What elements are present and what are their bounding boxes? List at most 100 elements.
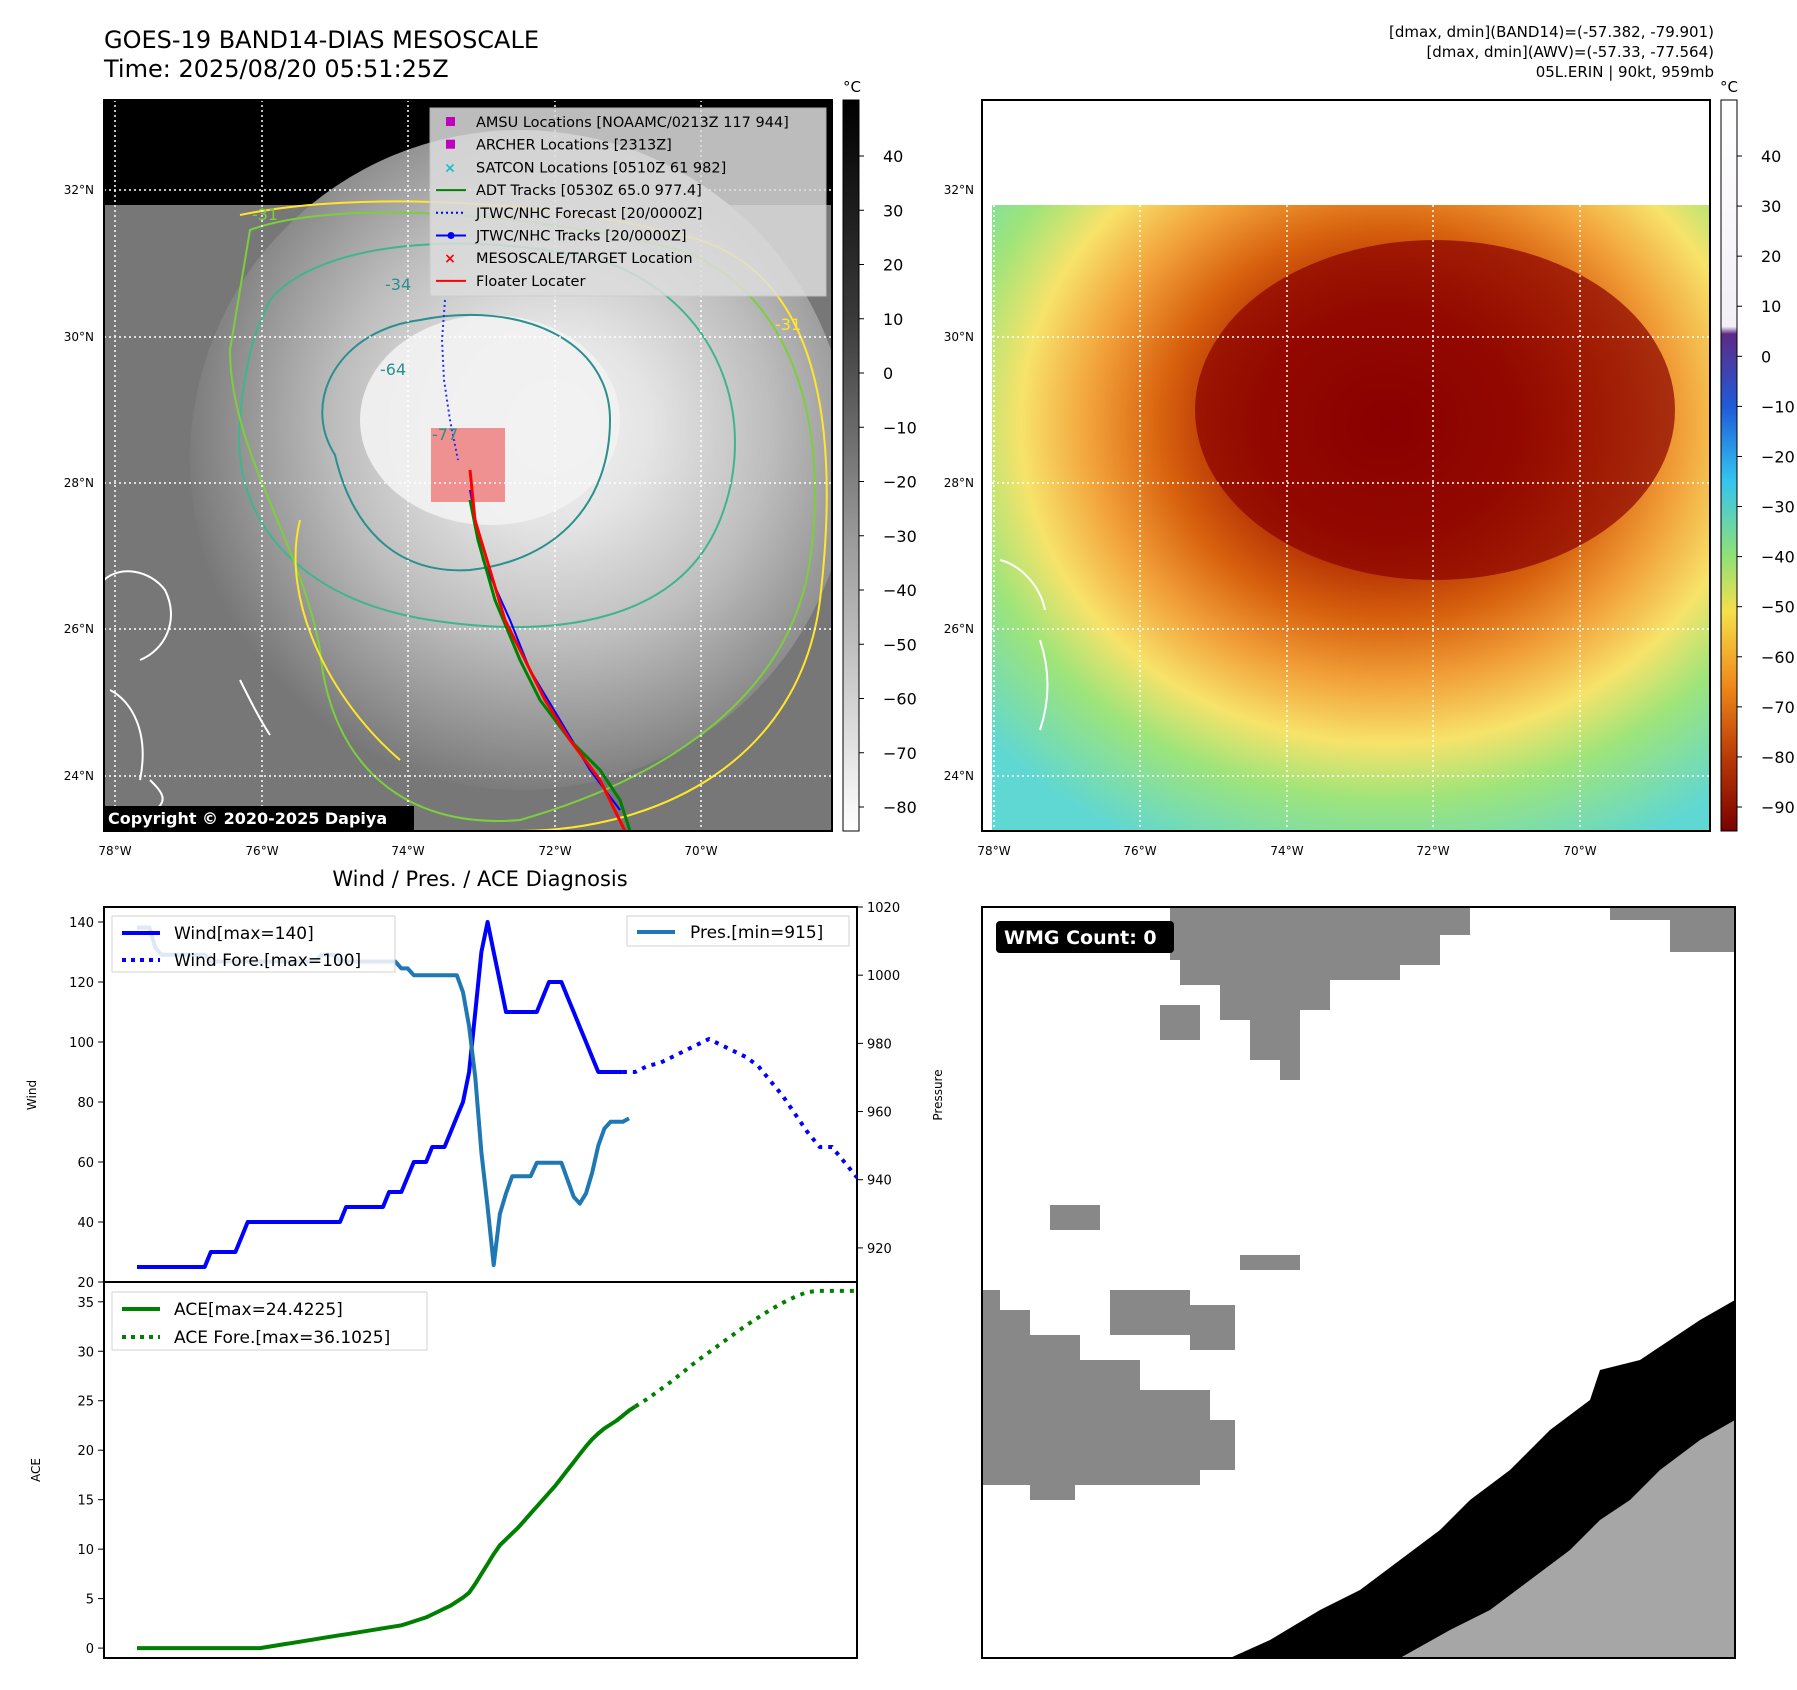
wmg-land-central [1110, 1255, 1300, 1350]
wind-tick-label: 20 [77, 1276, 94, 1291]
pressure-tick-label: 1020 [867, 901, 900, 916]
wind-tick-label: 80 [77, 1096, 94, 1111]
colorbar-tick-label: −20 [883, 473, 917, 492]
lat-label: 32°N [64, 183, 94, 197]
colorbar-tick-label: 0 [1761, 347, 1771, 366]
wmg-land-west [982, 1290, 1235, 1500]
lat-label: 26°N [944, 622, 974, 636]
colorbar-tick-label: 20 [883, 256, 903, 275]
lon-label: 72°W [538, 844, 571, 858]
ace-series-group [137, 1288, 857, 1651]
wind-legend-box [111, 915, 396, 973]
awv-colorbar-ticks: 40 30 20 10 0 −10 −20 −30 −40 −50 −60 −70 −80 −90 [1737, 147, 1795, 817]
lat-label: 24°N [944, 769, 974, 783]
pressure-tick-label: 980 [867, 1037, 892, 1052]
colorbar-tick-label: −10 [1761, 397, 1795, 416]
ir-legend-label: SATCON Locations [0510Z 61 982] [476, 160, 726, 176]
ir-colorbar-unit: °C [843, 78, 861, 96]
colorbar-tick-label: −70 [1761, 698, 1795, 717]
lon-label: 74°W [1270, 844, 1303, 858]
stats-line-2: [dmax, dmin](AWV)=(-57.33, -77.564) [1426, 43, 1714, 61]
pressure-y-label: Pressure [931, 1069, 945, 1120]
colorbar-tick-label: −90 [1761, 798, 1795, 817]
colorbar-tick-label: −70 [883, 744, 917, 763]
lon-label: 70°W [1563, 844, 1596, 858]
ace-tick-label: 0 [86, 1642, 94, 1657]
contour-label: -64 [380, 360, 406, 379]
ace-tick-label: 25 [77, 1395, 94, 1410]
lat-label: 24°N [64, 769, 94, 783]
colorbar-tick-label: 40 [1761, 147, 1781, 166]
ir-lon-labels: 78°W 76°W 74°W 72°W 70°W [98, 844, 717, 858]
wmg-frame [981, 906, 1736, 1659]
awv-gridlines [982, 100, 1710, 831]
contour-label: -77 [432, 425, 458, 444]
title-line-2: Time: 2025/08/20 05:51:25Z [104, 55, 449, 83]
wmg-land-small [1050, 1005, 1200, 1230]
ace-legend-label: ACE[max=24.4225] [174, 1300, 343, 1320]
stats-block: [dmax, dmin](BAND14)=(-57.382, -79.901) … [1389, 22, 1714, 82]
legend-marker-dot [447, 232, 455, 239]
lon-label: 72°W [1416, 844, 1449, 858]
colorbar-tick-label: 30 [883, 201, 903, 220]
contour-minus64 [321, 313, 612, 572]
pressure-tick-label: 940 [867, 1174, 892, 1189]
lon-label: 76°W [245, 844, 278, 858]
colorbar-tick-label: 20 [1761, 247, 1781, 266]
colorbar-tick-label: −30 [1761, 498, 1795, 517]
lat-label: 30°N [64, 330, 94, 344]
wmg-count-badge [996, 921, 1174, 953]
ace-tick-label: 15 [77, 1494, 94, 1509]
wind-legend: Wind[max=140] Wind Fore.[max=100] [111, 915, 396, 973]
ace-y-ticks: 0 5 10 15 20 25 30 35 [77, 1296, 104, 1657]
wmg-land-northeast [1610, 907, 1735, 952]
ace-legend: ACE[max=24.4225] ACE Fore.[max=36.1025] [111, 1291, 428, 1351]
figure-title: GOES-19 BAND14-DIAS MESOSCALE Time: 2025… [104, 26, 539, 84]
adt-track [468, 499, 632, 831]
wind-tick-label: 120 [69, 976, 94, 991]
colorbar-tick-label: −30 [883, 527, 917, 546]
ace-tick-label: 20 [77, 1444, 94, 1459]
awv-lat-labels: 32°N 30°N 28°N 26°N 24°N [944, 183, 974, 783]
lat-label: 32°N [944, 183, 974, 197]
wind-tick-label: 60 [77, 1156, 94, 1171]
pressure-legend-label: Pres.[min=915] [690, 923, 823, 943]
lat-label: 28°N [64, 476, 94, 490]
lon-label: 74°W [391, 844, 424, 858]
ir-legend-label: Floater Locater [476, 274, 585, 290]
ir-legend-label: ADT Tracks [0530Z 65.0 977.4] [476, 183, 702, 199]
colorbar-tick-label: −80 [1761, 748, 1795, 767]
wind-tick-label: 40 [77, 1216, 94, 1231]
ir-lat-labels: 32°N 30°N 28°N 26°N 24°N [64, 183, 94, 783]
ir-legend-box [429, 107, 827, 297]
series-line [137, 1404, 637, 1651]
diagnosis-title: Wind / Pres. / ACE Diagnosis [332, 867, 627, 891]
colorbar-tick-label: −50 [883, 635, 917, 654]
colorbar-tick-label: −20 [1761, 447, 1795, 466]
pressure-tick-label: 920 [867, 1242, 892, 1257]
ace-tick-label: 5 [86, 1593, 94, 1608]
contour-label: -31 [775, 315, 801, 334]
colorbar-tick-label: −40 [1761, 548, 1795, 567]
lon-label: 76°W [1123, 844, 1156, 858]
awv-colorbar [1720, 99, 1738, 832]
wind-y-label: Wind [25, 1080, 39, 1110]
pressure-legend: Pres.[min=915] [626, 915, 850, 947]
stats-line-3: 05L.ERIN | 90kt, 959mb [1535, 63, 1714, 81]
ace-tick-label: 30 [77, 1345, 94, 1360]
lon-label: 70°W [684, 844, 717, 858]
colorbar-tick-label: 30 [1761, 197, 1781, 216]
colorbar-tick-label: −60 [883, 690, 917, 709]
ir-legend-label: AMSU Locations [NOAAMC/0213Z 117 944] [476, 115, 789, 131]
title-line-1: GOES-19 BAND14-DIAS MESOSCALE [104, 26, 540, 54]
pressure-tick-label: 1000 [867, 969, 900, 984]
lat-label: 26°N [64, 622, 94, 636]
wmg-land-north [1170, 907, 1470, 1080]
pressure-y-ticks: 920 940 960 980 1000 1020 [857, 901, 900, 1257]
ir-legend-label: JTWC/NHC Tracks [20/0000Z] [475, 229, 687, 245]
ir-legend-label: ARCHER Locations [2313Z] [476, 138, 672, 154]
colorbar-tick-label: 10 [1761, 297, 1781, 316]
wind-fore-legend-label: Wind Fore.[max=100] [174, 951, 361, 971]
legend-marker-square [446, 139, 455, 149]
colorbar-tick-label: −60 [1761, 648, 1795, 667]
